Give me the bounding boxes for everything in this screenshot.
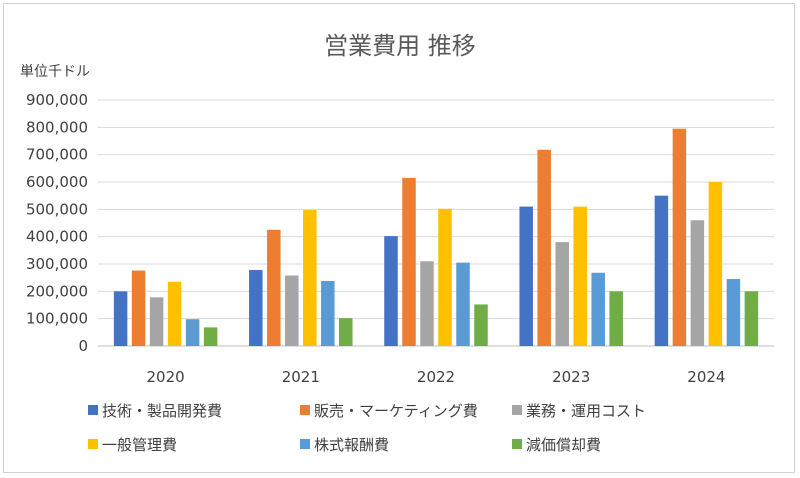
bar: [249, 270, 263, 346]
x-category-label: 2024: [687, 368, 725, 386]
bar: [744, 291, 759, 346]
y-tick-label: 100,000: [26, 310, 88, 328]
y-tick-label: 500,000: [26, 200, 88, 218]
bar: [149, 297, 164, 346]
y-tick-label: 200,000: [26, 282, 88, 300]
bar: [438, 208, 452, 346]
y-tick-label: 0: [78, 337, 88, 355]
bars: [113, 128, 759, 346]
bar: [384, 236, 398, 346]
bar: [456, 262, 470, 346]
bar: [726, 279, 741, 346]
bar: [708, 182, 723, 346]
x-category-label: 2023: [552, 368, 590, 386]
y-tick-label: 700,000: [26, 146, 88, 164]
bar: [339, 318, 353, 346]
y-tick-label: 900,000: [26, 91, 88, 109]
gridlines: [98, 99, 774, 347]
bar: [185, 319, 200, 346]
y-tick-label: 400,000: [26, 228, 88, 246]
bar: [690, 220, 705, 346]
x-category-label: 2022: [417, 368, 455, 386]
bar: [113, 291, 128, 346]
bar: [303, 209, 317, 346]
legend-label: 一般管理費: [102, 436, 177, 454]
y-axis-ticks: 0 100,000 200,000 300,000 400,000 500,000 600,…: [26, 91, 88, 355]
x-axis-categories: 2020 2021 2022 2023 2024: [147, 368, 726, 386]
bar: [573, 206, 587, 346]
chart-title: 営業費用 推移: [324, 32, 476, 60]
bar: [131, 270, 146, 346]
y-tick-label: 800,000: [26, 118, 88, 136]
legend-label: 業務・運用コスト: [526, 402, 646, 420]
bar: [285, 275, 299, 346]
chart-frame: 営業費用 推移 単位千ドル 0 100,000 200,000 300,000 400,…: [3, 3, 795, 473]
bar: [321, 280, 335, 346]
bar: [672, 128, 687, 346]
legend-label: 販売・マーケティング費: [314, 402, 478, 420]
bar: [591, 272, 605, 346]
bar: [537, 149, 551, 346]
bar: [420, 261, 434, 346]
bar: [167, 281, 182, 346]
legend-swatch: [300, 405, 310, 415]
x-category-label: 2021: [282, 368, 320, 386]
legend-swatch: [512, 439, 522, 449]
bar: [203, 327, 218, 346]
bar: [609, 291, 623, 346]
bar: [654, 195, 669, 346]
legend-swatch: [512, 405, 522, 415]
bar-chart: 営業費用 推移 単位千ドル 0 100,000 200,000 300,000 400,…: [20, 32, 774, 454]
bar: [402, 177, 416, 346]
bar: [555, 242, 569, 346]
bar: [519, 206, 533, 346]
legend-label: 減価償却費: [526, 436, 601, 454]
bar: [474, 304, 488, 346]
legend-label: 株式報酬費: [314, 436, 389, 454]
legend-swatch: [300, 439, 310, 449]
legend-swatch: [88, 439, 98, 449]
bar: [267, 229, 281, 346]
x-category-label: 2020: [147, 368, 185, 386]
unit-label: 単位千ドル: [20, 64, 90, 80]
y-tick-label: 300,000: [26, 255, 88, 273]
legend-label: 技術・製品開発費: [102, 402, 222, 420]
y-tick-label: 600,000: [26, 173, 88, 191]
legend-swatch: [88, 405, 98, 415]
